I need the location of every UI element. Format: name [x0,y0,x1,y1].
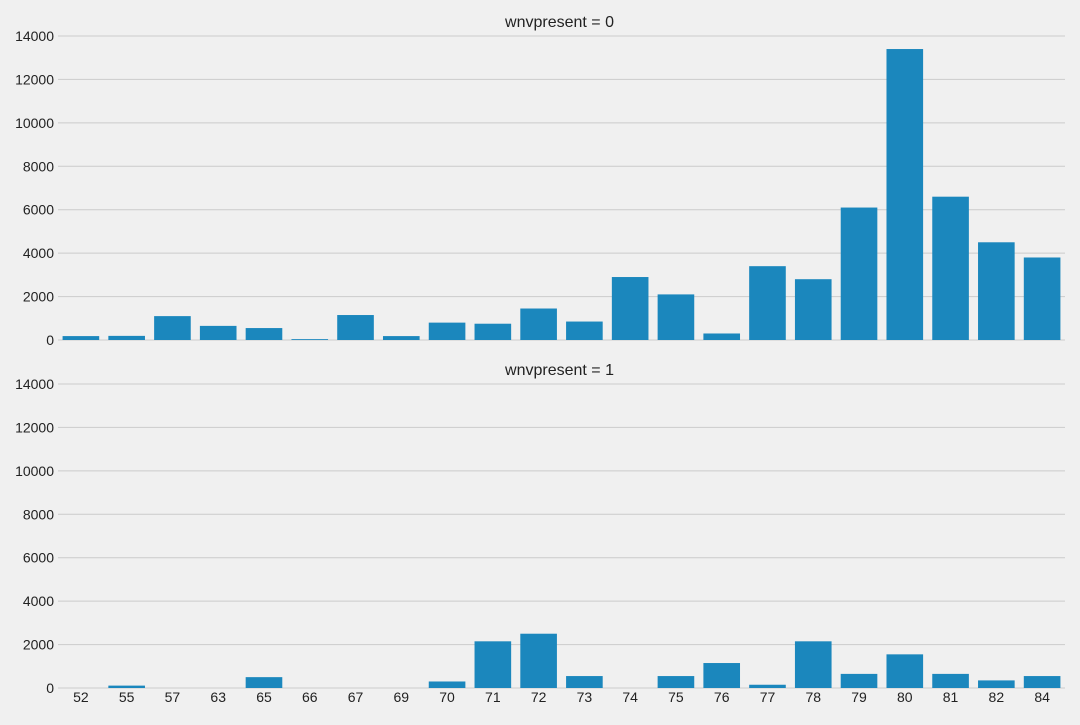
bar-70 [428,322,466,340]
x-axis: 52 55 57 63 65 66 67 69 70 71 72 73 74 75 76 77 78 79 80 81… [73,689,1050,705]
bar-84 [1023,257,1061,340]
x-tick-label: 70 [439,689,455,705]
y-tick-label: 10000 [15,463,54,479]
y-tick-label: 8000 [23,506,54,522]
x-tick-label: 73 [577,689,593,705]
panel-title: wnvpresent = 0 [504,14,614,31]
y-tick-label: 2000 [23,637,54,653]
bar-81 [932,673,969,688]
x-tick-label: 84 [1034,689,1050,705]
x-tick-label: 81 [943,689,959,705]
bar-71 [474,641,512,688]
bar-79 [840,673,878,688]
bar-72 [520,308,557,340]
bar-73 [566,676,603,688]
y-tick-label: 14000 [15,376,54,392]
x-tick-label: 71 [485,689,501,705]
x-tick-label: 57 [165,689,181,705]
bar-82 [978,242,1015,340]
bar-76 [703,663,741,688]
x-tick-label: 65 [256,689,272,705]
bar-55 [108,685,145,688]
bar-73 [566,321,603,340]
x-tick-label: 72 [531,689,547,705]
bar-71 [474,323,512,340]
x-tick-label: 75 [668,689,684,705]
bar-65 [245,328,283,340]
y-tick-label: 12000 [15,71,54,87]
bar-79 [840,207,878,340]
bar-75 [657,676,695,688]
y-tick-label: 14000 [15,28,54,44]
panel-wnvpresent-1: 0 2000 4000 6000 8000 10000 12000 14000 wnvprese… [15,362,1065,696]
x-tick-label: 77 [760,689,776,705]
x-tick-label: 82 [989,689,1005,705]
y-tick-label: 0 [46,332,54,348]
y-tick-label: 2000 [23,289,54,305]
y-tick-label: 8000 [23,158,54,174]
panel-wnvpresent-0: 0 2000 4000 6000 8000 10000 12000 14000 wnvprese… [15,14,1065,348]
x-tick-label: 67 [348,689,364,705]
x-tick-label: 52 [73,689,89,705]
bar-66 [291,339,329,340]
bar-84 [1023,676,1061,688]
x-tick-label: 55 [119,689,135,705]
bar-57 [154,316,191,340]
bar-78 [794,641,832,688]
y-tick-label: 6000 [23,202,54,218]
y-tick-label: 10000 [15,115,54,131]
bar-80 [886,654,924,688]
bar-80 [886,49,924,341]
x-tick-label: 80 [897,689,913,705]
x-tick-label: 79 [851,689,867,705]
bar-65 [245,677,283,688]
bar-55 [108,335,145,340]
bar-75 [657,294,695,340]
bar-63 [199,325,237,340]
y-tick-label: 0 [46,680,54,696]
panel-title: wnvpresent = 1 [504,362,614,379]
x-tick-label: 74 [622,689,638,705]
y-tick-label: 12000 [15,419,54,435]
bar-77 [749,266,786,340]
bar-72 [520,633,557,688]
bar-78 [794,279,832,340]
bar-82 [978,680,1015,688]
y-tick-label: 4000 [23,593,54,609]
bar-74 [611,277,649,340]
bar-76 [703,333,741,340]
bar-69 [382,336,420,340]
x-tick-label: 76 [714,689,730,705]
x-tick-label: 66 [302,689,318,705]
bar-52 [62,336,100,340]
y-tick-label: 4000 [23,245,54,261]
x-tick-label: 69 [394,689,410,705]
bar-77 [749,684,786,688]
bar-70 [428,681,466,688]
x-tick-label: 78 [805,689,821,705]
y-tick-label: 6000 [23,550,54,566]
x-tick-label: 63 [210,689,226,705]
bar-67 [337,315,374,340]
bar-81 [932,196,969,340]
